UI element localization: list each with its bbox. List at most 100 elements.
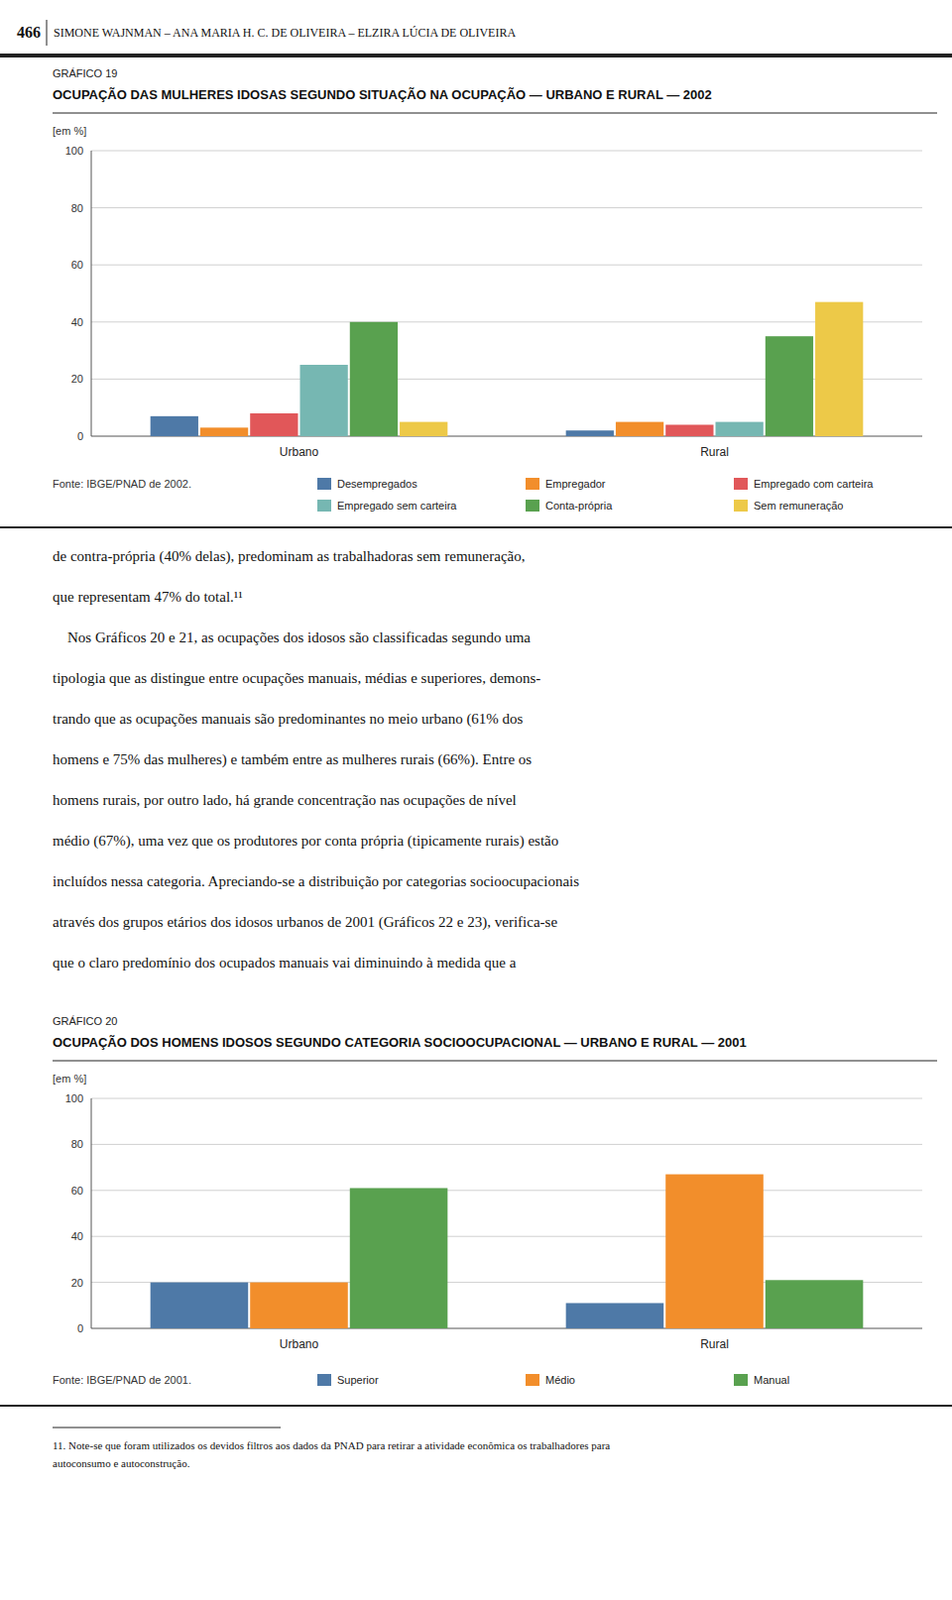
y-axis-label: [em %] — [52, 124, 87, 137]
chart-rule — [52, 1061, 938, 1063]
legend-swatch — [317, 477, 332, 490]
legend-label: Conta-própria — [545, 499, 613, 512]
bar — [200, 427, 248, 437]
y-tick-label: 80 — [71, 1138, 84, 1151]
grid — [91, 1098, 923, 1329]
grid — [91, 150, 923, 437]
bar — [150, 1283, 249, 1329]
legend-label: Médio — [545, 1374, 576, 1387]
page: 466 SIMONE WAJNMAN – ANA MARIA H. C. DE O… — [0, 0, 952, 1600]
header-rule — [0, 53, 952, 58]
bar — [665, 424, 714, 437]
footnote: 11. Note-se que foram utilizados os devi… — [52, 1439, 610, 1452]
y-tick-label: 100 — [65, 144, 84, 157]
bar — [249, 413, 298, 437]
bar — [765, 336, 814, 437]
body-text: que o claro predomínio dos ocupados manu… — [52, 954, 517, 971]
chart-number: GRÁFICO 19 — [52, 67, 118, 80]
bar — [615, 422, 664, 437]
bar — [566, 1303, 665, 1329]
bar — [815, 302, 863, 437]
page-author: SIMONE WAJNMAN – ANA MARIA H. C. DE OLIV… — [53, 25, 516, 40]
y-tick-label: 20 — [71, 1277, 84, 1290]
y-tick-label: 0 — [77, 1322, 84, 1335]
bar — [566, 430, 614, 437]
bar — [350, 322, 398, 437]
body-text: trando que as ocupações manuais são pred… — [52, 711, 524, 728]
legend: Desempregados Empregador Empregado com car… — [317, 477, 874, 512]
x-tick-label: Urbano — [279, 1337, 320, 1352]
section-rule — [0, 1405, 952, 1408]
legend-swatch — [317, 1374, 332, 1387]
source-note: Fonte: IBGE/PNAD de 2001. — [52, 1374, 192, 1387]
body-text: médio (67%), uma vez que os produtores p… — [52, 833, 559, 850]
legend-label: Empregado com carteira — [753, 477, 874, 490]
body-text: homens e 75% das mulheres) e também entr… — [52, 751, 532, 769]
chart-title: OCUPAÇÃO DAS MULHERES IDOSAS SEGUNDO SIT… — [52, 87, 713, 103]
bars — [150, 1175, 864, 1329]
y-tick-label: 40 — [71, 316, 84, 329]
y-tick-label: 20 — [71, 372, 84, 385]
chart: GRÁFICO 20 OCUPAÇÃO DOS HOMENS IDOSOS SEG… — [52, 1015, 938, 1387]
x-tick-label: Urbano — [279, 445, 320, 460]
grid-line — [91, 321, 923, 323]
section-rule — [0, 526, 952, 529]
body-text: que representam 47% do total.¹¹ — [52, 589, 243, 605]
y-tick-label: 40 — [71, 1230, 84, 1243]
bar — [765, 1280, 864, 1329]
page-number: 466 — [16, 23, 41, 41]
legend-label: Empregado sem carteira — [337, 499, 458, 512]
y-tick-label: 100 — [65, 1092, 84, 1105]
grid-line — [91, 1144, 923, 1146]
legend-swatch — [733, 499, 748, 512]
bars — [150, 302, 864, 437]
bar — [399, 422, 448, 437]
legend: Superior Médio Manual — [317, 1374, 790, 1387]
legend-label: Empregador — [545, 477, 606, 490]
body-text: incluídos nessa categoria. Apreciando-se… — [52, 873, 580, 890]
y-tick-label: 0 — [77, 430, 84, 443]
source-note: Fonte: IBGE/PNAD de 2002. — [52, 477, 192, 490]
footnote-rule — [52, 1428, 281, 1429]
chart-title: OCUPAÇÃO DOS HOMENS IDOSOS SEGUNDO CATEG… — [52, 1035, 747, 1051]
legend-label: Manual — [753, 1374, 790, 1387]
legend-label: Desempregados — [337, 477, 418, 490]
y-axis-line — [91, 1098, 93, 1329]
bar — [665, 1175, 764, 1329]
chart-rule — [52, 113, 938, 115]
legend-swatch — [525, 477, 540, 490]
body-text: homens rurais, por outro lado, há grande… — [52, 792, 517, 809]
body-text: de contra-própria (40% delas), predomina… — [52, 548, 525, 566]
bar — [249, 1283, 349, 1329]
grid-line — [91, 150, 923, 152]
bar — [350, 1188, 449, 1329]
grid-line — [91, 1098, 923, 1100]
legend-label: Sem remuneração — [753, 499, 844, 512]
legend-swatch — [733, 477, 748, 490]
legend-swatch — [317, 499, 332, 512]
body-text: tipologia que as distingue entre ocupaçõ… — [52, 670, 541, 687]
bar — [300, 364, 349, 437]
grid-line — [91, 1236, 923, 1238]
legend-label: Superior — [337, 1374, 379, 1387]
footnote: autoconsumo e autoconstrução. — [52, 1457, 191, 1470]
body-text: através dos grupos etários dos idosos ur… — [52, 914, 558, 932]
grid-line — [91, 1190, 923, 1191]
legend-swatch — [525, 499, 540, 512]
x-tick-label: Rural — [700, 1337, 729, 1352]
y-tick-label: 60 — [71, 258, 84, 271]
y-tick-label: 80 — [71, 202, 84, 215]
chart-number: GRÁFICO 20 — [52, 1015, 118, 1028]
legend-swatch — [733, 1374, 748, 1387]
header-divider — [46, 19, 48, 46]
y-axis-label: [em %] — [52, 1072, 87, 1085]
bar — [150, 416, 199, 437]
y-tick-label: 60 — [71, 1185, 84, 1197]
grid-line — [91, 264, 923, 266]
chart: GRÁFICO 19 OCUPAÇÃO DAS MULHERES IDOSAS S… — [52, 67, 938, 512]
x-tick-label: Rural — [700, 445, 729, 460]
legend-swatch — [525, 1374, 540, 1387]
body-text: Nos Gráficos 20 e 21, as ocupações dos i… — [52, 629, 531, 646]
grid-line — [91, 207, 923, 209]
bar — [715, 422, 764, 437]
